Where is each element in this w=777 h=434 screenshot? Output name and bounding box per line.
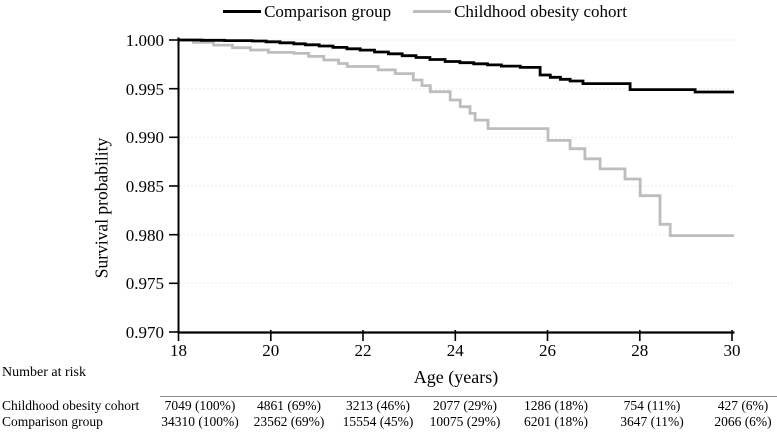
x-axis-title: Age (years)	[413, 367, 499, 387]
x-tick-label: 22	[354, 341, 372, 360]
x-tick-label: 20	[262, 341, 280, 360]
risk-value: 4861 (69%)	[256, 398, 322, 413]
series-comparison-group	[178, 38, 734, 94]
legend-line-swatch	[223, 9, 262, 13]
x-tick-label: 18	[170, 341, 187, 360]
risk-value: 2077 (29%)	[432, 398, 498, 413]
risk-value: 2066 (6%)	[714, 414, 772, 429]
risk-table-rule	[160, 396, 777, 397]
legend-item-label: Comparison group	[264, 1, 392, 21]
risk-row-label: Childhood obesity cohort	[2, 398, 140, 413]
risk-value: 427 (6%)	[717, 398, 769, 413]
risk-value: 10075 (29%)	[429, 414, 501, 429]
y-tick-label: 0.980	[125, 225, 164, 245]
x-tick-label: 30	[723, 341, 741, 360]
legend-line-swatch	[413, 9, 452, 13]
risk-value: 1286 (18%)	[523, 398, 589, 413]
risk-row-label: Comparison group	[2, 414, 103, 429]
legend-item-comparison-group: Comparison group	[223, 3, 391, 20]
y-tick-label: 0.995	[125, 79, 164, 99]
risk-value: 3647 (11%)	[620, 414, 684, 429]
risk-value: 3213 (46%)	[345, 398, 411, 413]
risk-value: 6201 (18%)	[523, 414, 589, 429]
number-at-risk-label: Number at risk	[2, 365, 86, 380]
risk-value: 34310 (100%)	[161, 414, 239, 429]
y-tick-label: 0.975	[125, 274, 164, 294]
risk-value: 7049 (100%)	[164, 398, 236, 413]
x-tick-label: 24	[446, 341, 464, 360]
legend-item-label: Childhood obesity cohort	[454, 1, 627, 21]
x-tick-label: 26	[539, 341, 556, 360]
series-childhood-obesity-cohort	[178, 38, 734, 237]
y-tick-label: 1.000	[125, 31, 164, 50]
y-tick-label: 0.990	[125, 128, 164, 148]
legend: Comparison group Childhood obesity cohort	[100, 0, 750, 22]
y-tick-label: 0.970	[125, 323, 164, 342]
y-axis-title: Survival probability	[91, 137, 112, 279]
y-tick-label: 0.985	[125, 177, 164, 196]
x-tick-label: 28	[631, 341, 649, 360]
risk-value: 15554 (45%)	[342, 414, 414, 429]
legend-item-childhood-obesity-cohort: Childhood obesity cohort	[413, 3, 627, 20]
risk-value: 754 (11%)	[623, 398, 681, 413]
risk-value: 23562 (69%)	[253, 414, 325, 429]
